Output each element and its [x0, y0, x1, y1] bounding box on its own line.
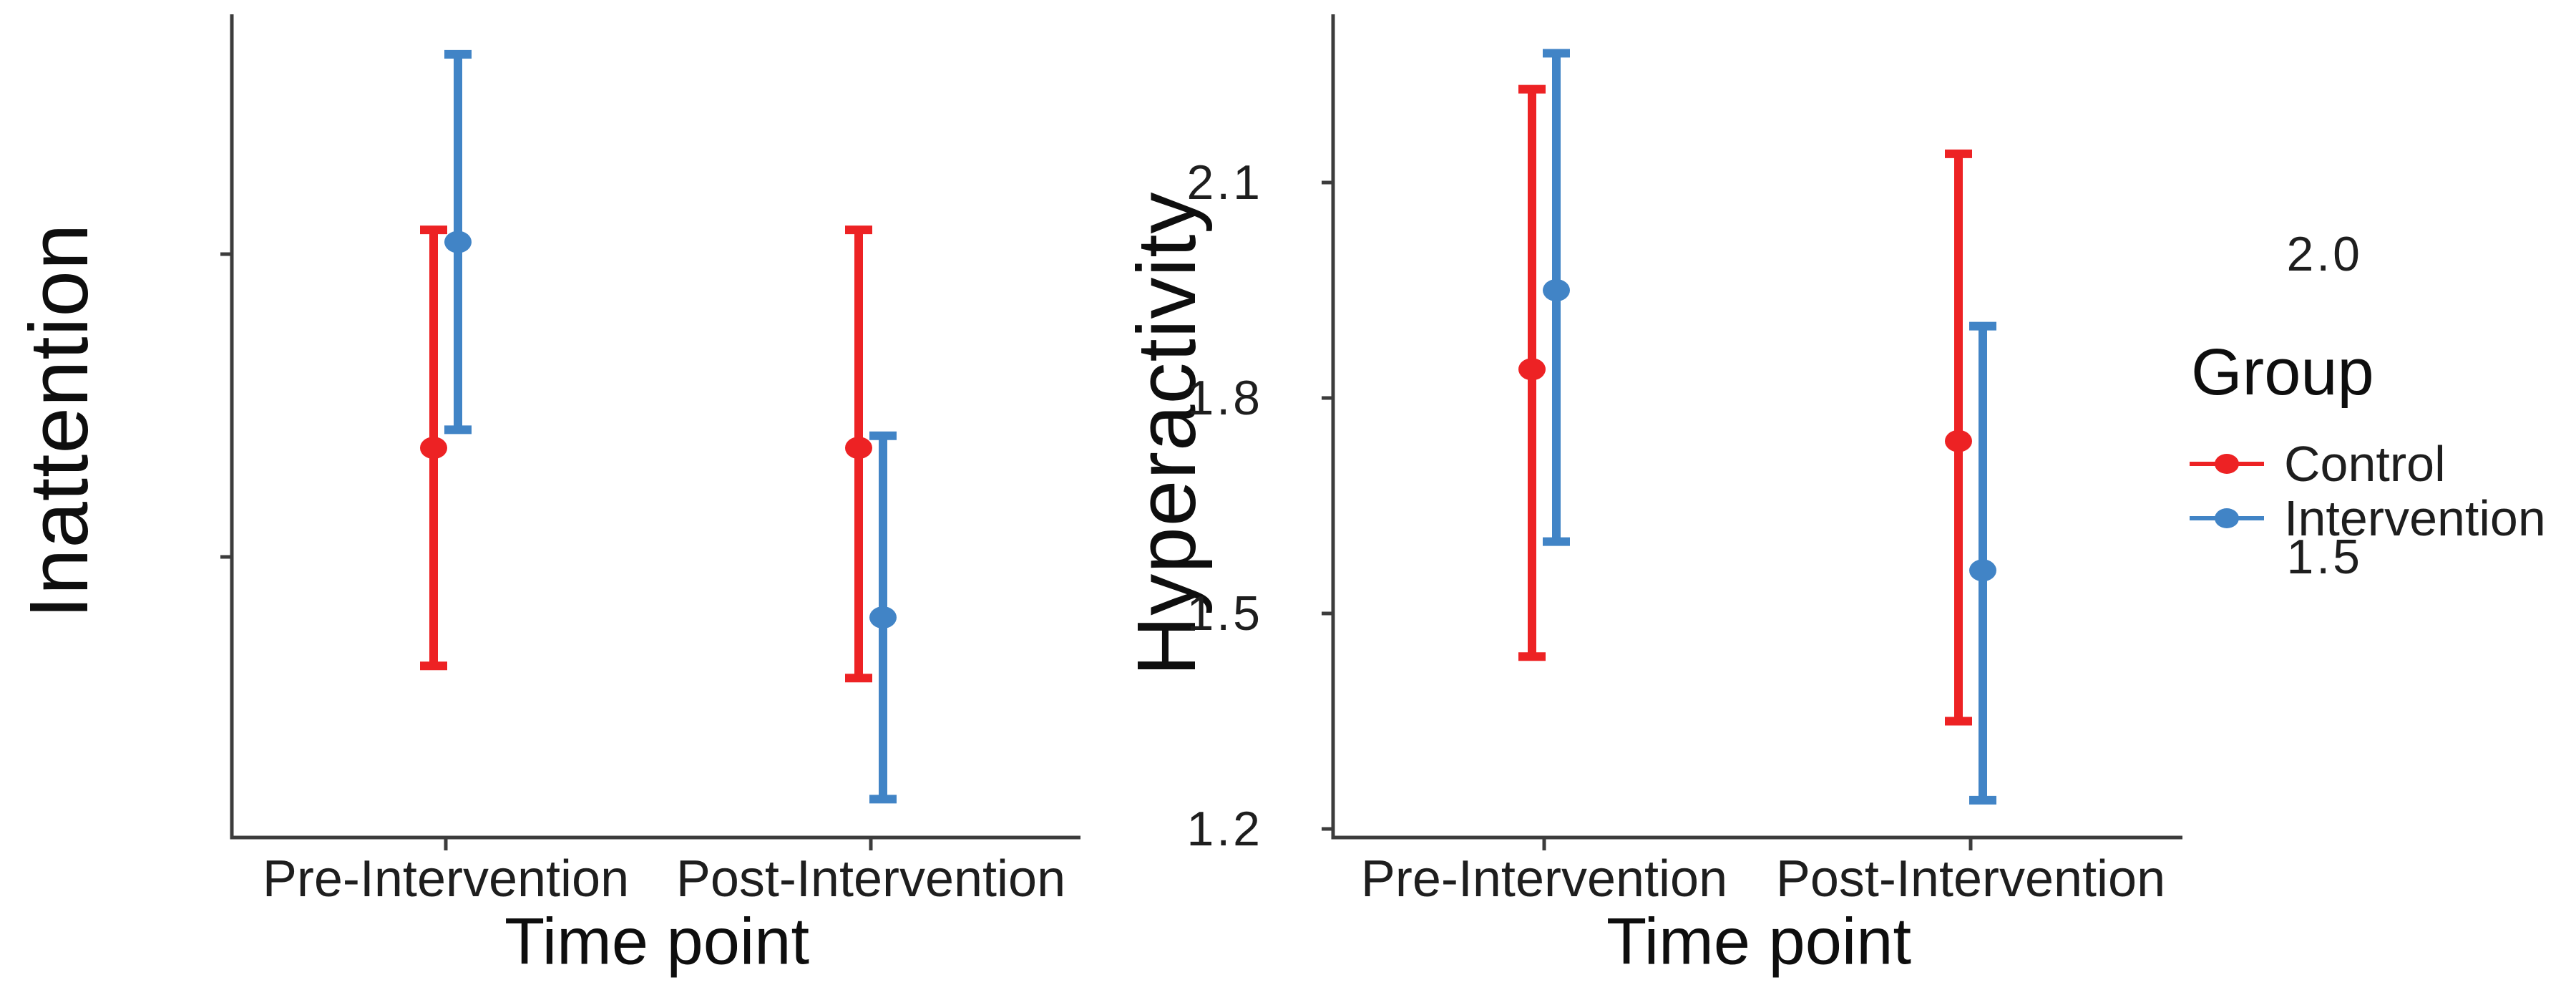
mean-point [420, 437, 447, 460]
left-panel-x-axis-title: Time point [504, 905, 810, 979]
legend-item-intervention: Intervention [2187, 484, 2546, 553]
mean-point [1969, 559, 1996, 582]
right-panel-y-tick-label: 2.1 [1186, 155, 1263, 210]
pointrange-right-control-pre [1518, 84, 1546, 661]
legend-title: Group [2191, 336, 2374, 409]
right-panel-x-tick-label: Post-Intervention [1775, 850, 2166, 908]
pointrange-right-intervention-pre [1543, 49, 1570, 546]
left-panel-x-tick-label: Post-Intervention [675, 850, 1066, 908]
intervention-pointrange-key-icon [2190, 508, 2264, 528]
pointrange-left-intervention-pre [444, 49, 472, 435]
mean-point [1945, 429, 1972, 452]
pointrange-right-intervention-post [1969, 321, 1996, 805]
legend-item-control: Control [2187, 429, 2446, 498]
mean-point [444, 230, 472, 253]
left-panel-x-tick-label: Pre-Intervention [262, 850, 630, 908]
pointrange-right-control-post [1945, 149, 1972, 726]
left-panel-y-axis-title: Inattention [12, 223, 105, 619]
right-panel-x-axis-title: Time point [1606, 905, 1912, 979]
right-panel-y-tick-label: 1.5 [1186, 586, 1263, 641]
pointrange-left-intervention-post [869, 431, 897, 804]
pointrange-left-control-post [845, 225, 872, 683]
legend-label-intervention: Intervention [2284, 490, 2546, 546]
control-pointrange-key-icon [2190, 454, 2264, 474]
right-panel-x-tick-label: Pre-Intervention [1360, 850, 1728, 908]
pointrange-left-control-pre [420, 225, 447, 671]
right-panel-y-tick-label: 1.2 [1186, 801, 1263, 856]
mean-point [869, 606, 897, 629]
legend-label-control: Control [2284, 436, 2446, 492]
right-panel-y-tick-label: 1.8 [1186, 370, 1263, 425]
mean-point [1543, 278, 1570, 301]
left-panel-y-tick-label: 2.0 [2286, 227, 2363, 281]
mean-point [845, 437, 872, 460]
mean-point [1518, 358, 1546, 381]
left-panel-y-tick-label: 1.5 [2286, 530, 2363, 584]
